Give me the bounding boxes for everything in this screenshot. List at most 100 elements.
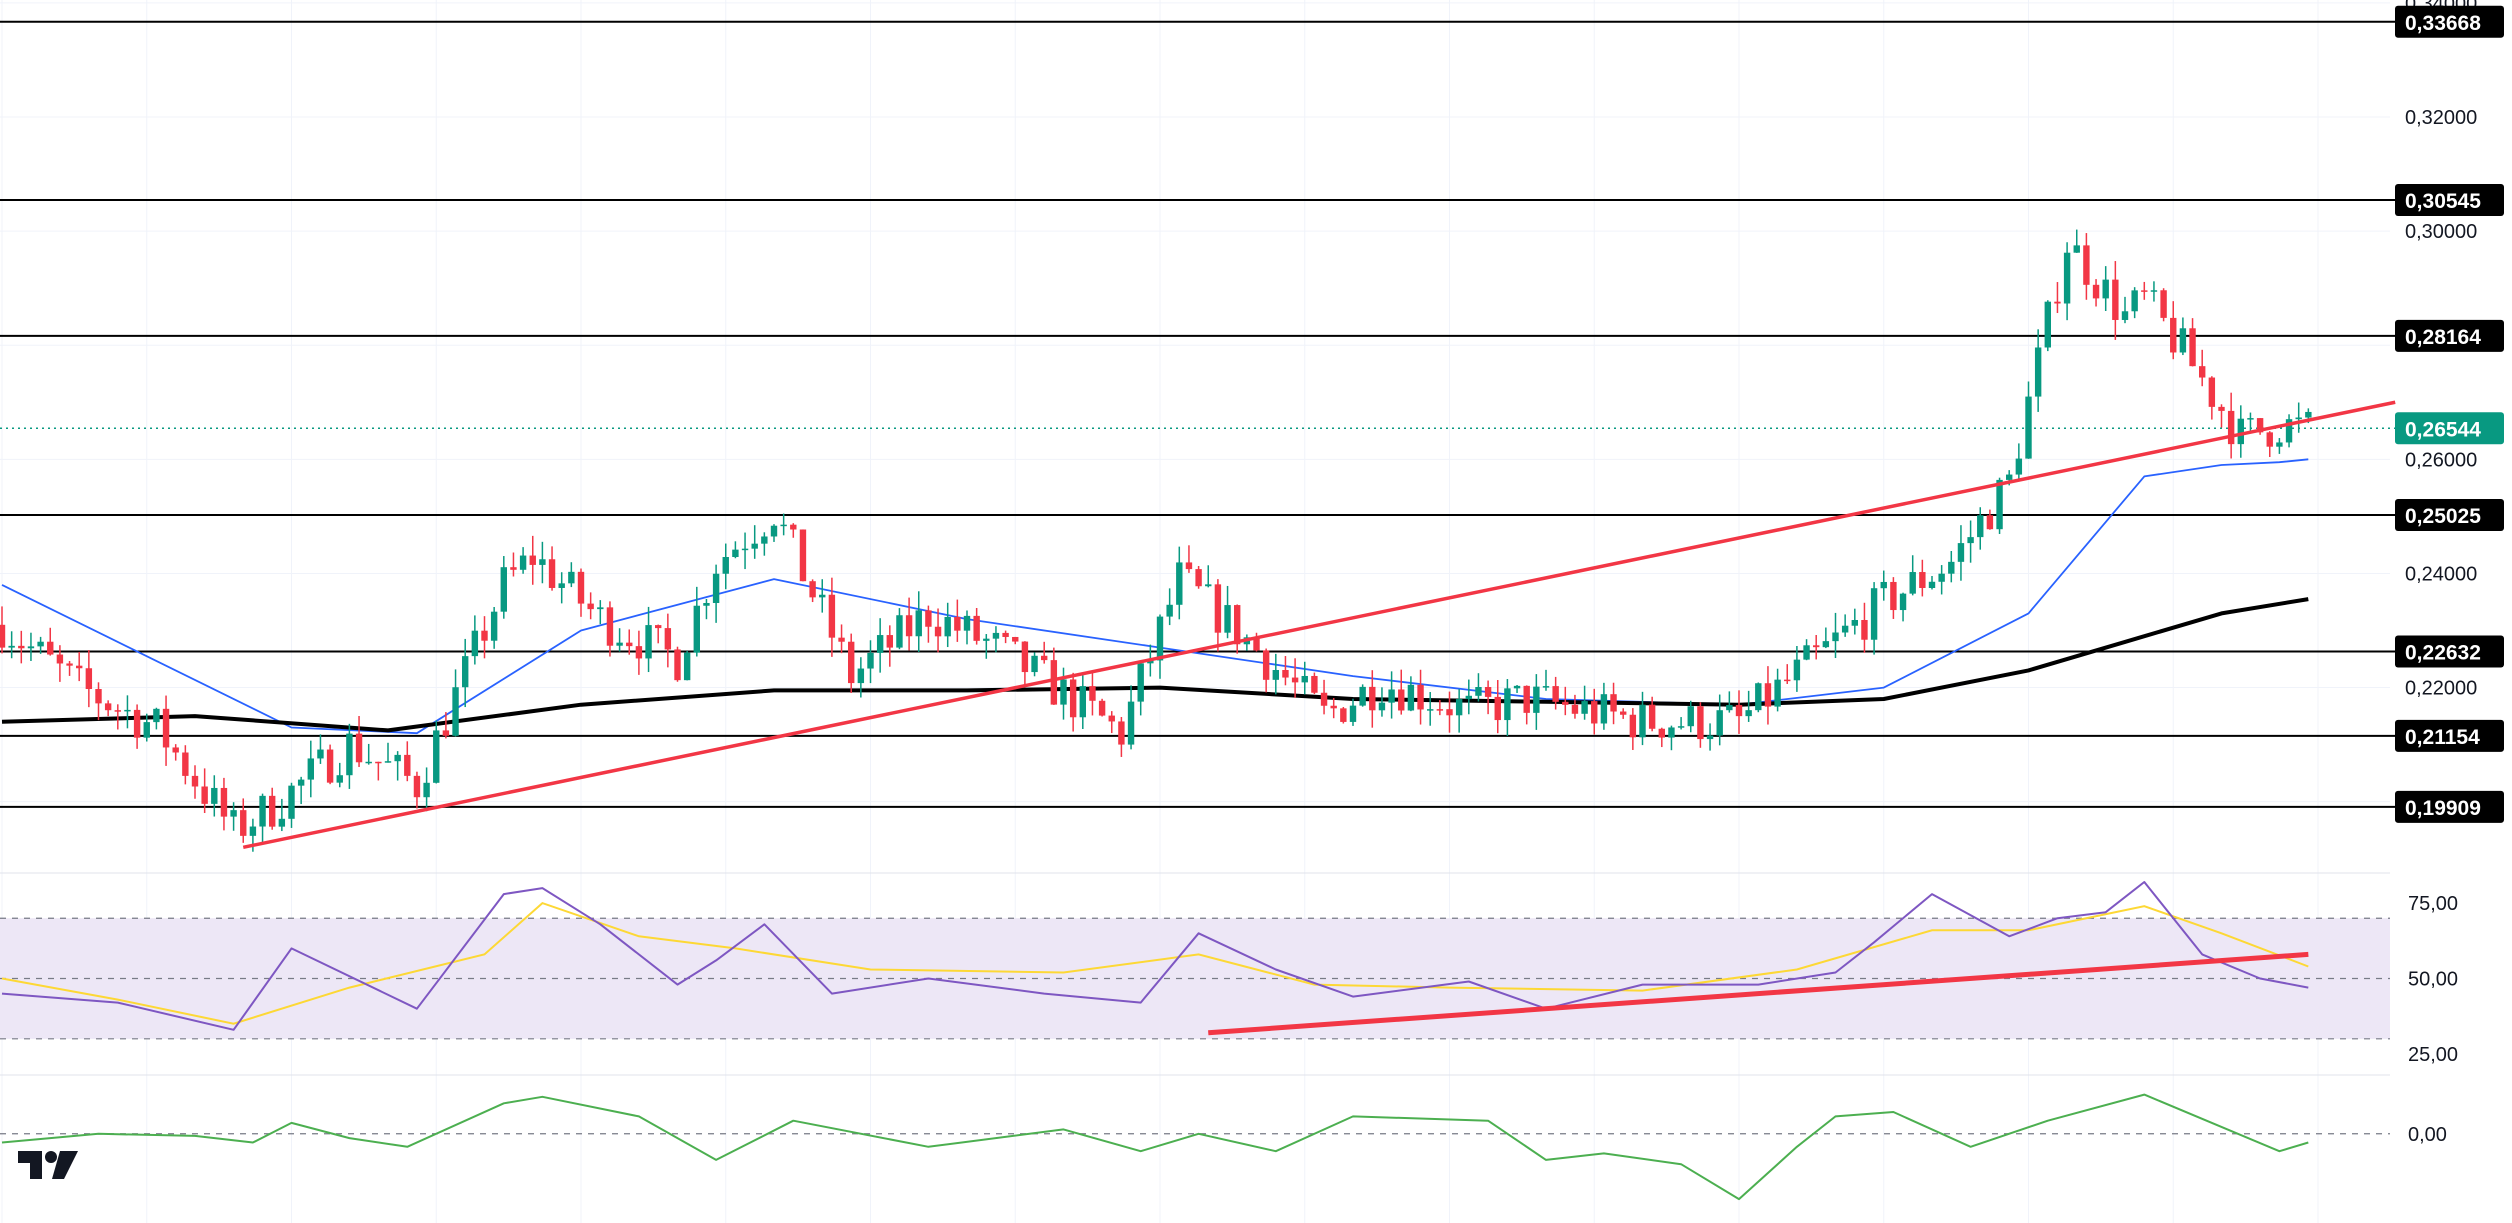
candle-up: [693, 605, 700, 653]
candle-up: [2034, 347, 2042, 397]
candle-up: [597, 607, 604, 610]
candle-down: [548, 559, 556, 588]
candle-up: [2237, 418, 2244, 445]
candle-up: [1079, 686, 1086, 718]
grid-layer: [0, 0, 2390, 1223]
candle-up: [1533, 686, 1540, 713]
candle-down: [886, 635, 893, 648]
candle-up: [683, 652, 691, 681]
candle-up: [1948, 561, 1955, 574]
candle-up: [249, 826, 257, 836]
level-layer: [0, 20, 2395, 808]
candle-up: [1407, 684, 1415, 711]
candle-up: [1822, 641, 1830, 648]
candle-up: [992, 632, 1000, 639]
candle-up: [500, 567, 507, 612]
tradingview-logo-icon: [18, 1151, 78, 1179]
candle-down: [85, 668, 93, 690]
momentum-line: [1, 1093, 2309, 1201]
candle-down: [790, 524, 797, 530]
candle-up: [124, 709, 131, 712]
candle-up: [1870, 588, 1878, 640]
candle-up: [1542, 686, 1550, 688]
candle-up: [1224, 605, 1231, 633]
candle-up: [1996, 479, 2003, 530]
candle-down: [355, 733, 363, 763]
candle-down: [2112, 279, 2119, 320]
candle-up: [1928, 581, 1936, 589]
candle-up: [1668, 727, 1675, 738]
candle-up: [1639, 704, 1646, 738]
candle-up: [278, 818, 286, 827]
candle-down: [18, 645, 25, 649]
price-level-label: 0,30545: [2395, 183, 2504, 216]
candle-down: [1813, 645, 1820, 648]
current-price-label-box: [2395, 412, 2504, 445]
candle-up: [712, 573, 720, 604]
price-level-label: 0,21154: [2395, 719, 2504, 752]
candle-up: [1899, 593, 1907, 611]
candle-down: [1552, 686, 1559, 702]
price-axis-tick: 0,24000: [2405, 563, 2477, 585]
candle-up: [1475, 687, 1482, 696]
candle-up: [1272, 670, 1279, 680]
candle-down: [2083, 245, 2090, 285]
candle-down: [182, 752, 189, 776]
candle-down: [1234, 605, 1241, 645]
candle-up: [770, 525, 778, 537]
candle-up: [153, 708, 160, 723]
candle-down: [1446, 709, 1453, 716]
trend-layer: [242, 400, 2396, 850]
candle-down: [1214, 584, 1222, 633]
candle-up: [722, 557, 729, 574]
candle-down: [510, 567, 517, 570]
candle-up: [452, 687, 459, 736]
candle-up: [751, 543, 758, 549]
candle-down: [220, 787, 228, 817]
candle-up: [983, 638, 990, 641]
candle-down: [529, 555, 536, 565]
candle-up: [1841, 625, 1849, 633]
candle-up: [1832, 632, 1839, 642]
candle-down: [1089, 686, 1096, 701]
candle-down: [1658, 728, 1665, 738]
candle-up: [230, 810, 237, 817]
price-level-label-text: 0,30545: [2405, 190, 2481, 213]
candle-up: [1031, 655, 1038, 673]
candle-down: [1523, 685, 1530, 713]
candle-down: [1320, 692, 1328, 706]
candle-up: [307, 758, 314, 780]
candle-up: [2121, 311, 2129, 320]
candle-down: [1735, 705, 1743, 717]
candle-down: [2266, 432, 2273, 447]
candle-up: [1716, 710, 1723, 736]
candle-down: [1021, 641, 1029, 673]
candle-down: [47, 641, 54, 655]
candle-up: [2044, 301, 2051, 348]
candle-up: [1427, 709, 1434, 711]
candle-up: [1600, 694, 1608, 724]
candle-down: [191, 775, 199, 787]
candle-up: [741, 548, 749, 551]
candle-down: [1417, 684, 1424, 710]
moving-average-slow: [1, 597, 2309, 733]
candle-up: [1880, 581, 1887, 589]
candle-layer: [0, 229, 2312, 852]
candle-up: [539, 559, 546, 565]
candle-up: [1726, 705, 1733, 711]
candle-up: [732, 549, 739, 558]
candle-up: [1147, 660, 1154, 664]
candle-down: [809, 581, 816, 598]
candle-up: [2305, 411, 2312, 418]
price-level-label-box: [2395, 790, 2504, 823]
candle-up: [1677, 726, 1685, 728]
candle-down: [326, 749, 334, 783]
candle-up: [1513, 685, 1521, 689]
candle-down: [1919, 572, 1926, 589]
moving-average-fast: [1, 458, 2309, 735]
candle-down: [0, 624, 6, 648]
rsi-axis-tick: 50,00: [2408, 969, 2458, 991]
candle-down: [626, 642, 633, 647]
momentum-axis-tick: 0,00: [2408, 1124, 2447, 1146]
